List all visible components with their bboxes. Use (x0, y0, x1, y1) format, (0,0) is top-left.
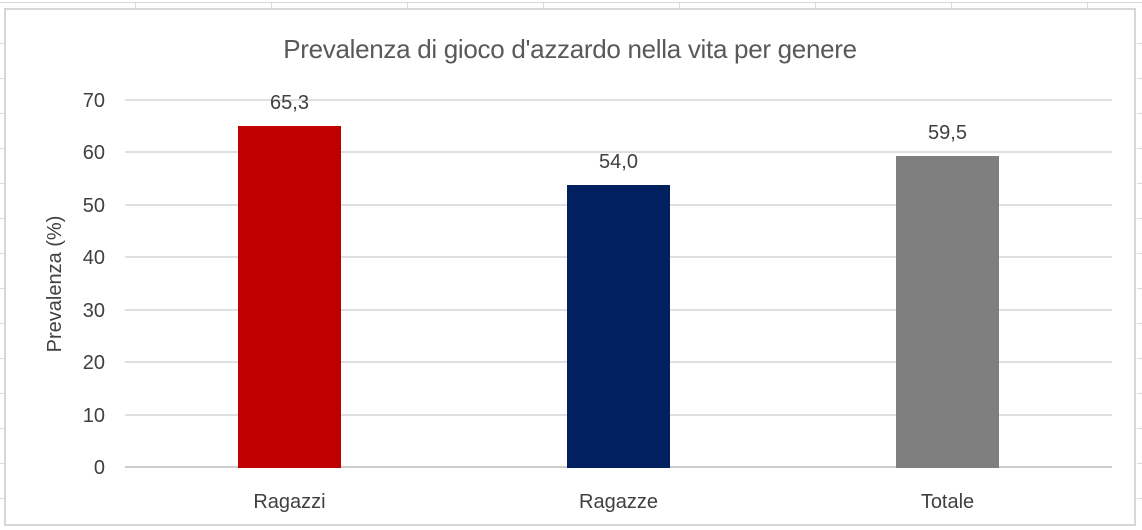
y-tick-label: 30 (82, 299, 105, 322)
x-category-label: Totale (920, 491, 975, 513)
bar-value-label: 65,3 (270, 91, 309, 114)
sheet-gridline-right (1137, 9, 1142, 530)
bar-value-label: 54,0 (599, 150, 638, 173)
bar-ragazze (567, 184, 670, 468)
chart-frame: Prevalenza di gioco d'azzardo nella vita… (4, 8, 1136, 526)
y-tick-label: 20 (82, 352, 105, 375)
x-category-label: Ragazze (579, 491, 658, 513)
x-category-label: Ragazzi (253, 491, 326, 513)
y-tick-label: 0 (93, 457, 105, 479)
y-gridline (125, 99, 1112, 101)
y-tick-label: 10 (82, 404, 105, 427)
chart-title: Prevalenza di gioco d'azzardo nella vita… (283, 34, 857, 64)
y-tick-label: 70 (82, 90, 105, 112)
bar-value-label: 59,5 (928, 122, 967, 145)
y-axis-title: Prevalenza (%) (44, 215, 66, 353)
y-tick-label: 60 (82, 142, 105, 165)
bar-ragazzi (238, 125, 341, 468)
y-gridline (125, 151, 1112, 154)
bar-totale (896, 156, 999, 468)
y-tick-label: 40 (82, 247, 105, 270)
y-tick-label: 50 (82, 194, 105, 217)
